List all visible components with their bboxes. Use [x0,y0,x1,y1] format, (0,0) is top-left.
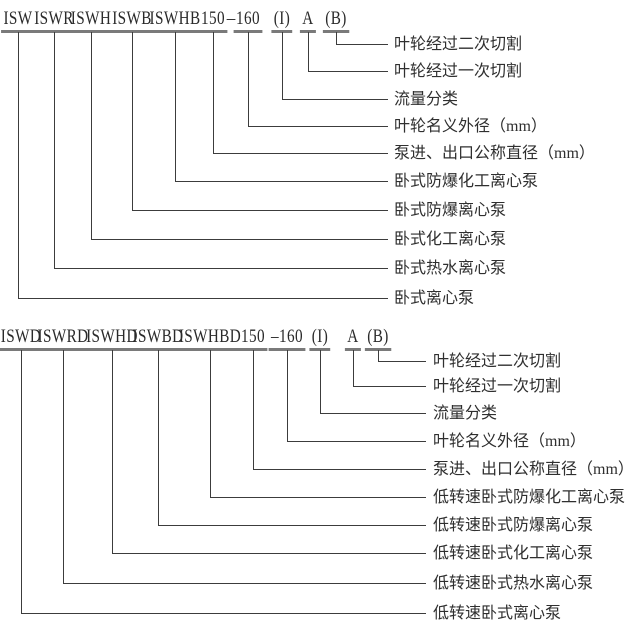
model-code-token: 160 [233,9,263,33]
connector-vertical-line [308,32,309,72]
connector-horizontal-line [320,413,426,414]
connector-vertical-line [287,350,288,442]
meaning-label: 泵进、出口公称直径（mm） [433,461,634,478]
connector-vertical-line [378,350,379,362]
meaning-label: 低转速卧式防爆化工离心泵 [433,489,626,506]
model-code-token: ISWHB [147,9,203,33]
connector-vertical-line [210,350,211,498]
connector-horizontal-line [248,126,388,127]
model-code-token: ISWBD [130,327,186,351]
meaning-label: 卧式防爆化工离心泵 [394,173,539,190]
connector-vertical-line [175,32,176,182]
connector-horizontal-line [54,268,388,269]
connector-vertical-line [18,32,19,299]
model-code-token: (B) [322,9,350,33]
connector-horizontal-line [287,441,426,442]
meaning-label: 叶轮经过一次切割 [433,378,562,395]
meaning-label: 叶轮名义外径（mm） [394,118,547,135]
connector-horizontal-line [353,386,426,387]
model-code-token: (I) [309,327,331,351]
connector-horizontal-line [282,99,388,100]
connector-horizontal-line [91,239,388,240]
meaning-label: 卧式离心泵 [394,290,475,307]
model-code-token: A [299,9,317,33]
model-code-token: ISWHBD [176,327,244,351]
connector-vertical-line [336,32,337,45]
connector-horizontal-line [18,298,388,299]
meaning-label: 流量分类 [433,405,498,422]
connector-vertical-line [63,350,64,584]
meaning-label: 低转速卧式热水离心泵 [433,575,594,592]
connector-horizontal-line [158,525,426,526]
model-code-token: (I) [271,9,293,33]
meaning-label: 卧式防爆离心泵 [394,202,507,219]
connector-horizontal-line [253,469,426,470]
meaning-label: 叶轮经过一次切割 [394,63,523,80]
code-separator-dash: – [226,8,236,29]
meaning-label: 低转速卧式防爆离心泵 [433,517,594,534]
connector-vertical-line [213,32,214,154]
model-code-token: ISWRD [35,327,91,351]
model-code-token: ISWH [68,9,114,33]
model-code-token: ISW [1,9,35,33]
connector-horizontal-line [213,153,388,154]
model-code-token: ISWHD [83,327,141,351]
connector-vertical-line [320,350,321,414]
meaning-label: 叶轮名义外径（mm） [433,433,586,450]
connector-vertical-line [91,32,92,240]
meaning-label: 叶轮经过二次切割 [433,353,562,370]
model-code-token: (B) [364,327,392,351]
meaning-label: 卧式热水离心泵 [394,260,507,277]
meaning-label: 低转速卧式化工离心泵 [433,545,594,562]
connector-vertical-line [282,32,283,100]
connector-vertical-line [353,350,354,387]
connector-vertical-line [21,350,22,614]
meaning-label: 低转速卧式离心泵 [433,605,562,622]
connector-horizontal-line [21,613,426,614]
model-code-token: ISWR [31,9,77,33]
connector-vertical-line [54,32,55,269]
connector-vertical-line [248,32,249,127]
model-code-token: ISWD [0,327,44,351]
meaning-label: 泵进、出口公称直径（mm） [394,145,595,162]
model-code-token: 150 [198,9,228,33]
connector-horizontal-line [63,583,426,584]
connector-horizontal-line [336,44,388,45]
model-code-token: A [344,327,362,351]
connector-horizontal-line [132,210,388,211]
connector-vertical-line [253,350,254,470]
meaning-label: 叶轮经过二次切割 [394,36,523,53]
connector-horizontal-line [175,181,388,182]
meaning-label: 卧式化工离心泵 [394,231,507,248]
model-code-token: 150 [238,327,268,351]
connector-vertical-line [132,32,133,211]
connector-vertical-line [112,350,113,554]
connector-horizontal-line [210,497,426,498]
model-code-token: –160 [268,327,306,351]
connector-horizontal-line [308,71,388,72]
connector-horizontal-line [378,361,426,362]
connector-vertical-line [158,350,159,526]
connector-horizontal-line [112,553,426,554]
model-code-token: ISWB [109,9,155,33]
meaning-label: 流量分类 [394,91,459,108]
